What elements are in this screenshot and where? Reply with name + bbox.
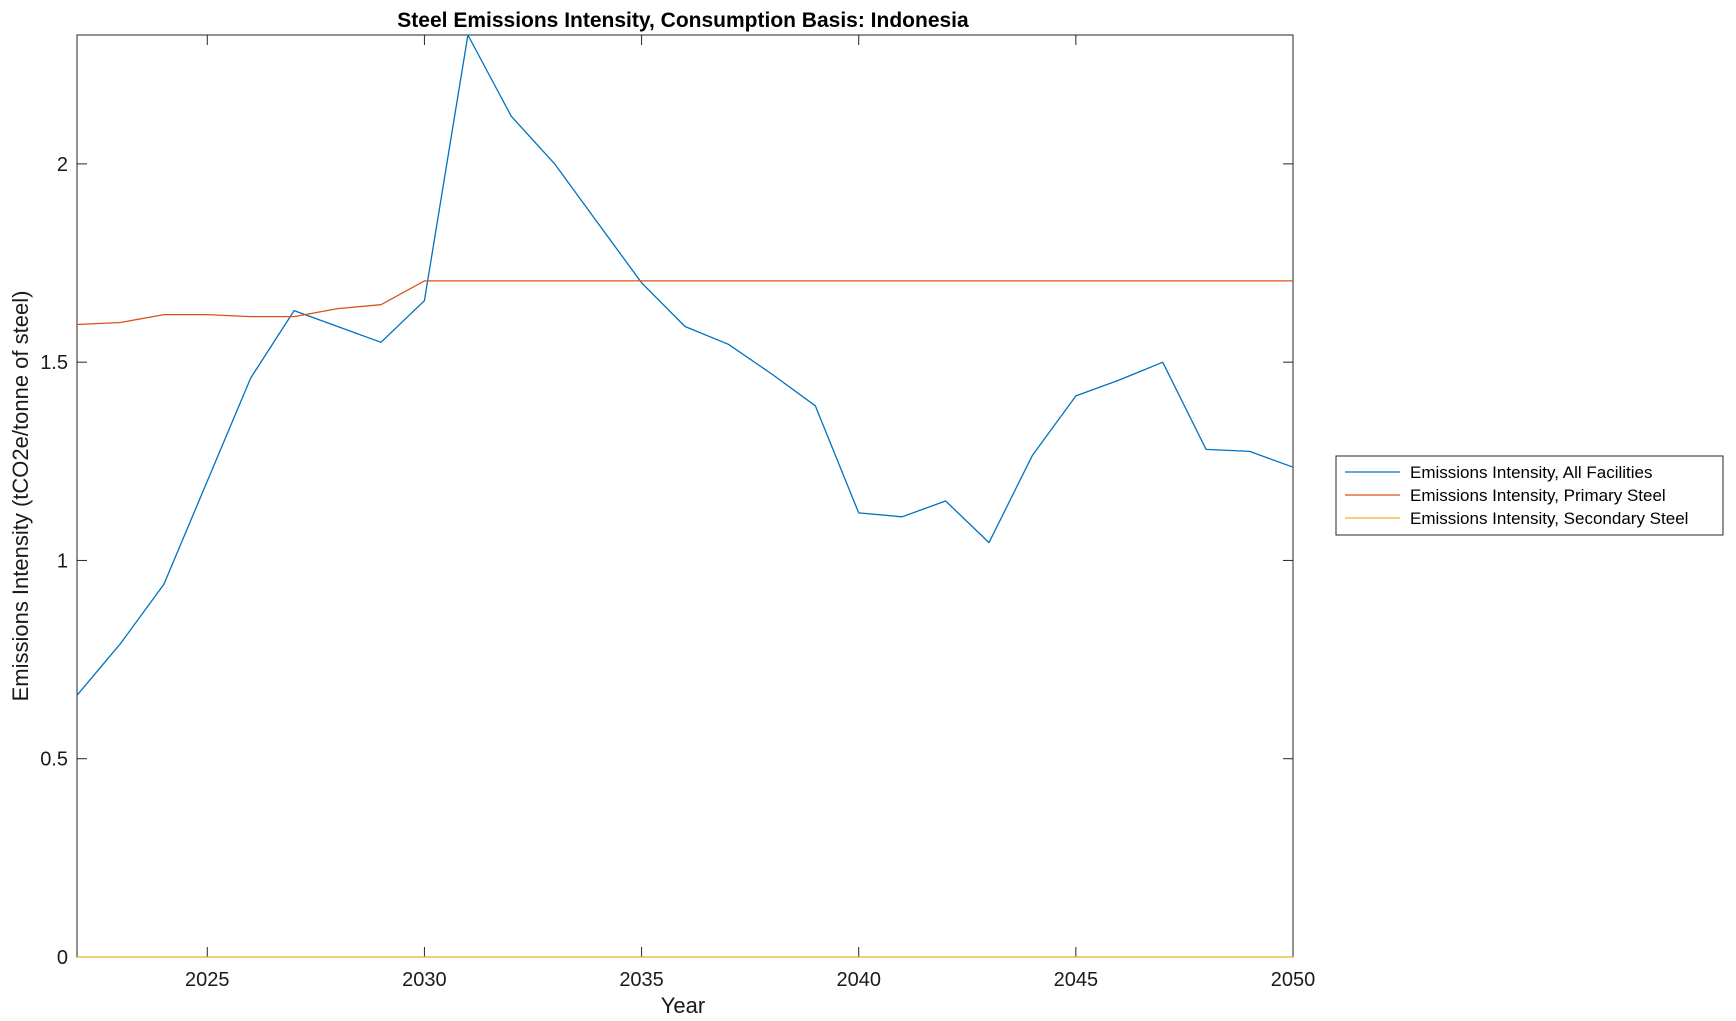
y-tick-label: 1.5 [40, 352, 68, 374]
y-tick-label: 0.5 [40, 749, 68, 771]
x-tick-label: 2025 [185, 969, 230, 991]
x-tick-label: 2045 [1054, 969, 1099, 991]
x-tick-label: 2030 [402, 969, 447, 991]
y-tick-label: 1 [57, 550, 68, 572]
legend-box [1335, 455, 1724, 536]
y-axis-title: Emissions Intensity (tCO2e/tonne of stee… [8, 291, 33, 702]
series-line-1 [76, 34, 1294, 696]
legend: Emissions Intensity, All Facilities Emiss… [1335, 455, 1724, 536]
plot-area [76, 34, 1294, 958]
legend-label: Emissions Intensity, Secondary Steel [1410, 509, 1688, 528]
legend-label: Emissions Intensity, All Facilities [1410, 463, 1652, 482]
chart-title: Steel Emissions Intensity, Consumption B… [397, 9, 969, 32]
x-axis-title: Year [661, 993, 705, 1018]
x-tick-label: 2050 [1271, 969, 1316, 991]
x-tick-label: 2040 [836, 969, 881, 991]
x-axis: 2025 2030 2035 2040 2045 2050 [185, 35, 1315, 991]
y-tick-label: 0 [57, 947, 68, 969]
legend-label: Emissions Intensity, Primary Steel [1410, 486, 1666, 505]
y-tick-label: 2 [57, 154, 68, 176]
series-lines [76, 34, 1294, 958]
x-tick-label: 2035 [619, 969, 664, 991]
y-axis: 0 0.5 1 1.5 2 [40, 154, 1293, 969]
series-line-2 [76, 280, 1293, 326]
